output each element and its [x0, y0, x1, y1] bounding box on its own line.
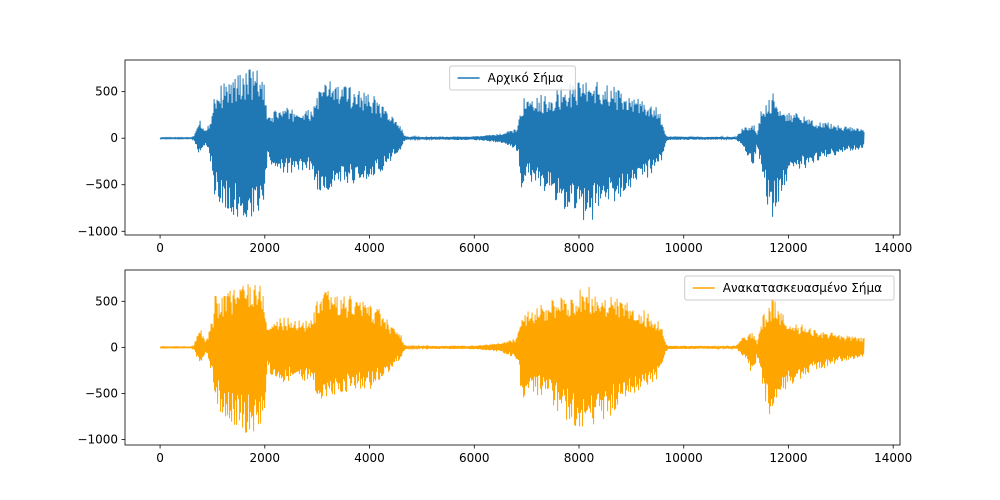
bottom-x-tick-label: 6000 — [459, 451, 490, 465]
top-waveform-line — [159, 69, 865, 221]
top-x-tick-label: 4000 — [354, 241, 385, 255]
top-legend: Αρχικό Σήμα — [449, 65, 576, 91]
bottom-x-tick-label: 10000 — [665, 451, 703, 465]
top-y-tick-label: 0 — [110, 131, 118, 145]
top-x-tick-label: 2000 — [250, 241, 281, 255]
bottom-y-tick-label: −1000 — [77, 432, 118, 446]
top-y-tick-label: −500 — [85, 178, 118, 192]
top-axis-ticks: 0 2000 4000 6000 8000 10000 12000 14000 −1000 −50… — [77, 85, 912, 255]
top-y-tick-label: −1000 — [77, 224, 118, 238]
top-axes-frame — [124, 59, 901, 236]
bottom-legend-box — [684, 275, 895, 301]
top-x-tick-label: 14000 — [874, 241, 912, 255]
bottom-legend-label: Ανακατασκευασμένο Σήμα — [723, 281, 882, 295]
top-legend-box — [449, 65, 576, 91]
bottom-waveform-line — [159, 284, 865, 433]
top-x-tick-label: 12000 — [769, 241, 807, 255]
top-x-tick-label: 10000 — [665, 241, 703, 255]
top-x-tick-label: 6000 — [459, 241, 490, 255]
top-x-tick-label: 8000 — [564, 241, 595, 255]
bottom-x-tick-label: 14000 — [874, 451, 912, 465]
bottom-x-tick-label: 12000 — [769, 451, 807, 465]
top-subplot: 0 2000 4000 6000 8000 10000 12000 14000 −1000 −50… — [77, 59, 912, 255]
bottom-x-tick-label: 4000 — [354, 451, 385, 465]
bottom-y-tick-label: −500 — [85, 386, 118, 400]
top-y-tick-label: 500 — [95, 85, 118, 99]
bottom-legend: Ανακατασκευασμένο Σήμα — [684, 275, 895, 301]
bottom-x-tick-label: 0 — [156, 451, 164, 465]
bottom-x-tick-label: 8000 — [564, 451, 595, 465]
bottom-y-tick-label: 0 — [110, 340, 118, 354]
bottom-subplot: 0 2000 4000 6000 8000 10000 12000 14000 −1000 −50… — [77, 269, 912, 465]
top-x-tick-label: 0 — [156, 241, 164, 255]
bottom-x-tick-label: 2000 — [250, 451, 281, 465]
bottom-axes-frame — [124, 269, 901, 446]
top-legend-label: Αρχικό Σήμα — [488, 71, 564, 85]
bottom-y-tick-label: 500 — [95, 294, 118, 308]
bottom-axis-ticks: 0 2000 4000 6000 8000 10000 12000 14000 −1000 −50… — [77, 294, 912, 465]
